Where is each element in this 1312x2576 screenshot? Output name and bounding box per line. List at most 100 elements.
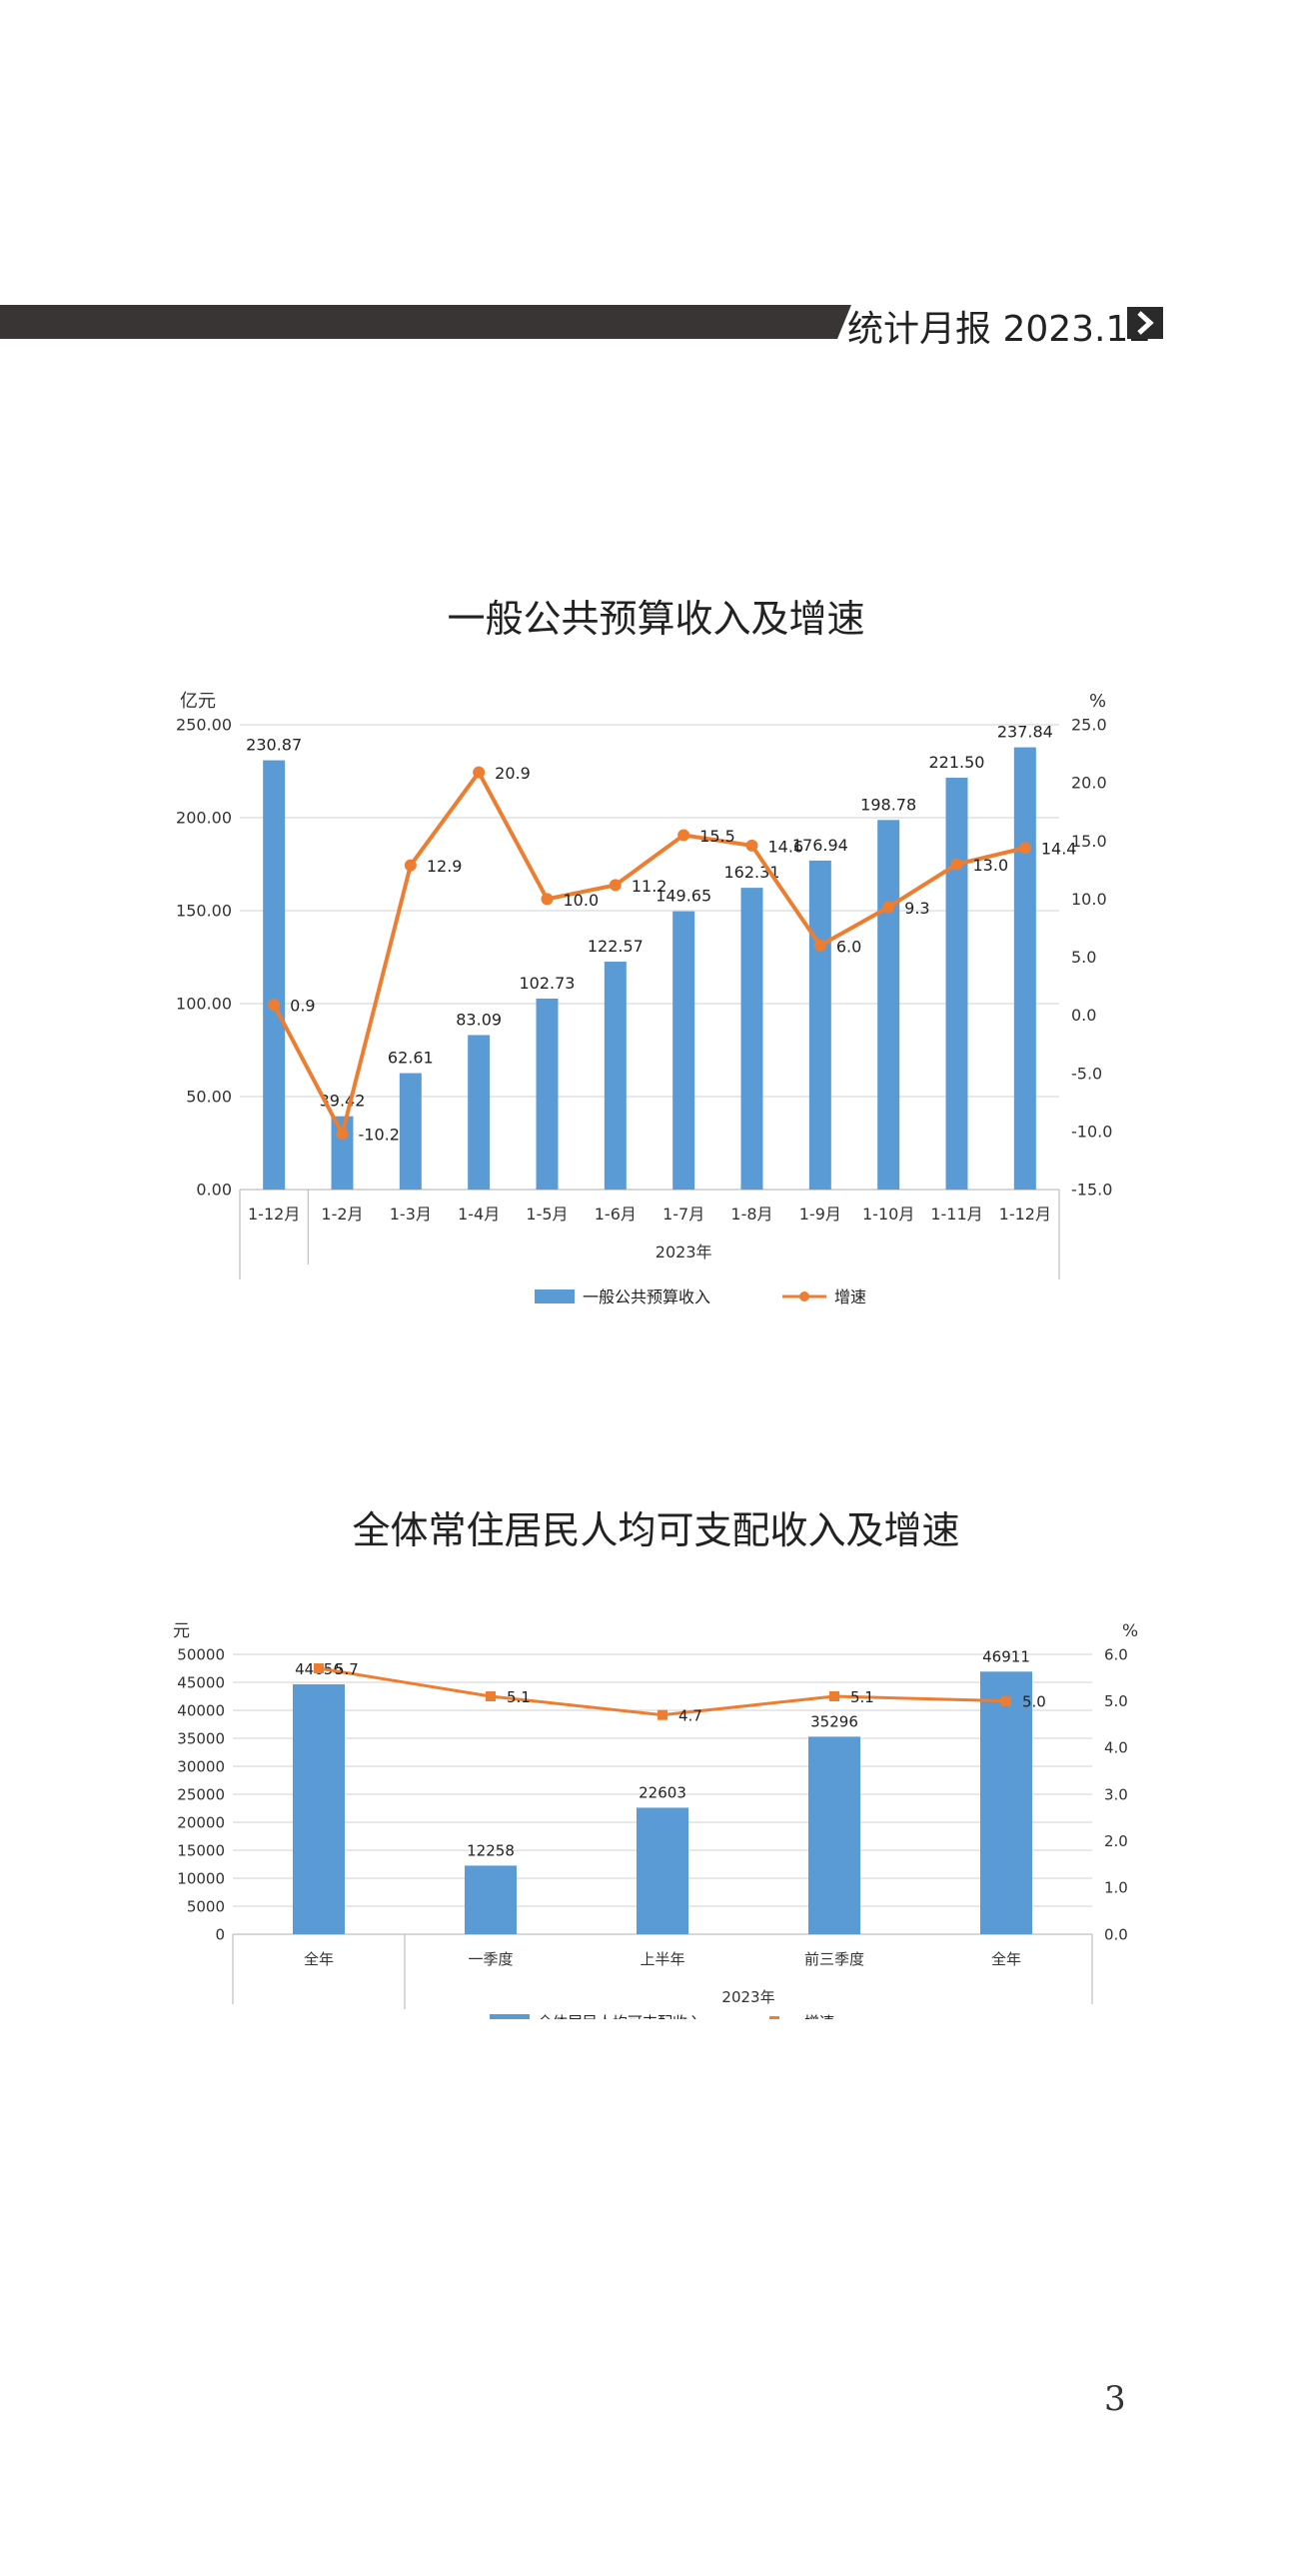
chart1-bar	[877, 820, 900, 1190]
chart2-line-point	[486, 1691, 496, 1701]
chart2-bar	[293, 1683, 345, 1934]
chart2-legend-line-marker	[769, 2016, 779, 2019]
chart2-y2-tick: 4.0	[1104, 1739, 1128, 1757]
chart2-x-tick: 上半年	[640, 1950, 684, 1968]
chart2-bar	[980, 1671, 1032, 1934]
chart2-x-tick: 前三季度	[804, 1950, 864, 1968]
chart2-bar-label: 22603	[639, 1783, 686, 1801]
chart1-series-line	[272, 768, 1026, 1140]
chart2-y-tick: 30000	[177, 1757, 225, 1775]
chart2-y-tick: 25000	[177, 1785, 225, 1803]
chart1-line-point	[336, 1128, 349, 1141]
chart2-line-point	[657, 1709, 667, 1720]
chart1-bar	[808, 860, 831, 1190]
chart2-y2-tick: 2.0	[1104, 1832, 1128, 1850]
chart2-legend-bar-label: 全体居民人均可支配收入	[538, 2013, 702, 2019]
chart1-bar	[536, 998, 559, 1190]
chart2-legend-bar-swatch	[490, 2014, 530, 2019]
chart1-bar	[399, 1073, 422, 1190]
chart2-line-label: 4.7	[678, 1707, 702, 1725]
chart1-line-point	[745, 839, 758, 852]
chart1-x-tick: 1-7月	[662, 1205, 704, 1224]
chart2-svg: 元 % 0 5000 10000 15000 20000 25000 30000 35000 400…	[173, 1621, 1138, 2019]
chart2-bar	[637, 1807, 688, 1934]
chart1-svg: 亿元 % 0.00 50.00 100.00 150.00 200.00 250.00 -15.…	[176, 691, 1112, 1306]
chart2-line-point	[829, 1691, 839, 1701]
chart2-y-tick: 50000	[177, 1645, 225, 1663]
chart2-y2-tick: 3.0	[1104, 1785, 1128, 1803]
chart1-y-tick: 100.00	[176, 995, 232, 1014]
chart1-x-tick: 1-2月	[321, 1205, 363, 1224]
chart2-y2-tick: 6.0	[1104, 1645, 1128, 1663]
header-bar	[0, 305, 1179, 339]
chart1-y2-tick: -5.0	[1071, 1064, 1102, 1083]
chart1-title: 一般公共预算收入及增速	[447, 597, 865, 641]
chart2-line-label: 5.1	[850, 1688, 874, 1706]
chart1-y2-tick: -15.0	[1071, 1181, 1112, 1200]
chart1-x-tick: 1-5月	[526, 1205, 568, 1224]
chart1-y-tick: 0.00	[196, 1181, 232, 1200]
chart1-bar	[468, 1035, 491, 1190]
chart1-y2-tick: 0.0	[1071, 1006, 1096, 1025]
chart2-y-tick: 5000	[187, 1897, 225, 1915]
chart2-y-tick: 20000	[177, 1813, 225, 1831]
chart1-line-label: 13.0	[973, 856, 1009, 875]
chart1-bar-label: 149.65	[656, 887, 711, 906]
chart2-y-tick: 35000	[177, 1729, 225, 1747]
chart1-y-tick: 50.00	[186, 1088, 232, 1107]
chart2-line-label: 5.7	[335, 1660, 359, 1678]
chart2-series-line	[318, 1666, 1007, 1717]
chart1-y2-tick: -10.0	[1071, 1122, 1112, 1141]
chart1-bar-label: 198.78	[860, 795, 916, 814]
chart1-bar	[1013, 747, 1036, 1190]
report-title: 统计月报 2023.12	[847, 309, 1152, 350]
chart2-y-tick: 0	[215, 1925, 225, 1943]
chart1-line-point	[404, 859, 417, 872]
chart1-line-point	[473, 766, 486, 779]
chart1-bar	[672, 911, 695, 1190]
chart1-y-tick: 150.00	[176, 902, 232, 921]
chart1-line-label: 9.3	[904, 899, 929, 918]
page-number: 3	[1104, 2379, 1126, 2419]
chart1-y2-tick: 15.0	[1071, 832, 1107, 851]
chart1-left-unit: 亿元	[180, 691, 216, 712]
header-bar-shape	[0, 305, 851, 339]
chart2-y-tick: 15000	[177, 1841, 225, 1859]
chart1-x-tick: 1-11月	[930, 1205, 982, 1224]
chart2-bar-label: 46911	[982, 1647, 1030, 1665]
chart2-left-unit: 元	[173, 1621, 190, 1641]
chart2-x-tick: 全年	[991, 1950, 1021, 1968]
chart2-bar	[465, 1865, 517, 1934]
chart2-title: 全体常住居民人均可支配收入及增速	[352, 1508, 960, 1552]
chart2-bar-label: 12258	[467, 1841, 515, 1859]
chart1-x-tick: 1-3月	[390, 1205, 432, 1224]
chart1-bar	[740, 888, 763, 1190]
chart2-y2-tick: 0.0	[1104, 1925, 1128, 1943]
chart2-right-unit: %	[1122, 1621, 1138, 1641]
chart1-line-point	[813, 939, 826, 952]
chart2-line-point	[314, 1663, 324, 1673]
chart1-line-label: 14.6	[768, 837, 804, 856]
chart1-bar-label: 237.84	[997, 723, 1053, 742]
chart1-bar-label: 102.73	[520, 974, 576, 993]
chart1-line-point	[609, 879, 622, 892]
chart1-x-tick: 1-12月	[999, 1205, 1051, 1224]
chart1-line-point	[541, 893, 554, 906]
chart1-line-label: 6.0	[836, 937, 861, 956]
chart1-bar-label: 221.50	[929, 753, 985, 772]
chart1-group-label: 2023年	[656, 1243, 712, 1262]
chart1-line-point	[882, 901, 895, 914]
chart1-bar-label: 230.87	[246, 736, 302, 755]
chart1-x-tick: 1-4月	[458, 1205, 500, 1224]
chart2-group-label: 2023年	[721, 1988, 774, 2006]
chart2-bar-label: 35296	[810, 1712, 858, 1730]
chart1-x-tick: 1-12月	[248, 1205, 300, 1224]
chart1-line-point	[950, 858, 963, 871]
chart2-line-point	[1001, 1695, 1011, 1706]
chart1-x-tick: 1-9月	[799, 1205, 841, 1224]
chart1-line-label: 20.9	[495, 764, 531, 783]
chart2-y-tick: 10000	[177, 1869, 225, 1887]
chart1-y2-tick: 20.0	[1071, 774, 1107, 793]
chart2-y-tick: 45000	[177, 1673, 225, 1691]
chevron-right-icon[interactable]	[1127, 307, 1163, 339]
